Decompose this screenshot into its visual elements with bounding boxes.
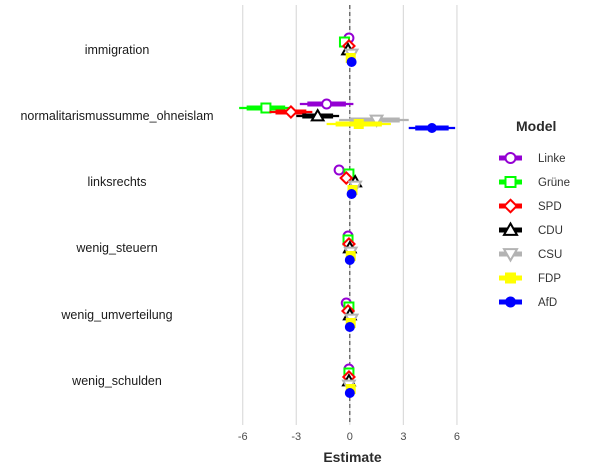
- category-label: wenig_schulden: [71, 374, 162, 388]
- legend-label: AfD: [538, 297, 557, 309]
- x-axis-title: Estimate: [323, 449, 382, 465]
- legend-label: Grüne: [538, 177, 570, 189]
- category-label: immigration: [85, 43, 150, 57]
- series-linke: [299, 32, 355, 375]
- category-label: wenig_steuern: [75, 241, 157, 255]
- series-cdu: [296, 42, 363, 387]
- series-layer: [239, 32, 456, 398]
- legend-key-marker: [505, 296, 516, 308]
- estimate-point: [346, 189, 357, 199]
- legend-title: Model: [516, 118, 556, 134]
- legend-entry: CSU: [499, 248, 562, 263]
- estimate-point: [369, 114, 385, 128]
- legend-key-marker: [505, 272, 516, 284]
- estimate-point: [344, 322, 355, 332]
- legend-label: CDU: [538, 225, 563, 237]
- category-labels: immigration normalitarismussumme_ohneisla…: [20, 43, 213, 388]
- estimate-point: [321, 98, 333, 110]
- legend: Model Linke Grüne SPD CDU CSU FDP AfD: [499, 118, 570, 309]
- legend-entry: Grüne: [499, 176, 570, 189]
- x-axis-ticks: -6 -3 0 3 6: [238, 431, 460, 443]
- estimate-point: [333, 164, 345, 176]
- estimate-point: [353, 119, 364, 129]
- legend-entry: SPD: [499, 198, 562, 214]
- estimate-point: [310, 108, 326, 122]
- legend-label: CSU: [538, 249, 562, 261]
- category-label: wenig_umverteilung: [60, 308, 172, 322]
- estimate-point: [283, 104, 298, 120]
- legend-label: Linke: [538, 153, 566, 165]
- legend-key-marker: [502, 248, 519, 263]
- legend-key-marker: [504, 152, 517, 164]
- legend-entry: FDP: [499, 272, 561, 285]
- legend-entry: AfD: [499, 296, 557, 309]
- x-tick-label: 3: [400, 431, 406, 443]
- x-tick-label: 0: [347, 431, 353, 443]
- legend-label: FDP: [538, 273, 561, 285]
- legend-label: SPD: [538, 201, 562, 213]
- estimate-point: [426, 123, 437, 133]
- estimate-point: [344, 255, 355, 265]
- series-afd: [344, 57, 456, 398]
- legend-key-marker: [502, 198, 519, 214]
- category-label: normalitarismussumme_ohneislam: [20, 109, 213, 123]
- series-spd: [269, 38, 356, 385]
- legend-key-marker: [504, 176, 517, 188]
- estimate-point: [260, 102, 272, 114]
- legend-entry: CDU: [499, 221, 563, 237]
- x-tick-label: -3: [291, 431, 301, 443]
- x-tick-label: -6: [238, 431, 248, 443]
- estimate-point: [346, 57, 357, 67]
- category-label: linksrechts: [87, 175, 146, 189]
- x-tick-label: 6: [454, 431, 460, 443]
- legend-entry: Linke: [499, 152, 566, 165]
- legend-key-marker: [502, 221, 519, 236]
- estimate-point: [344, 388, 355, 398]
